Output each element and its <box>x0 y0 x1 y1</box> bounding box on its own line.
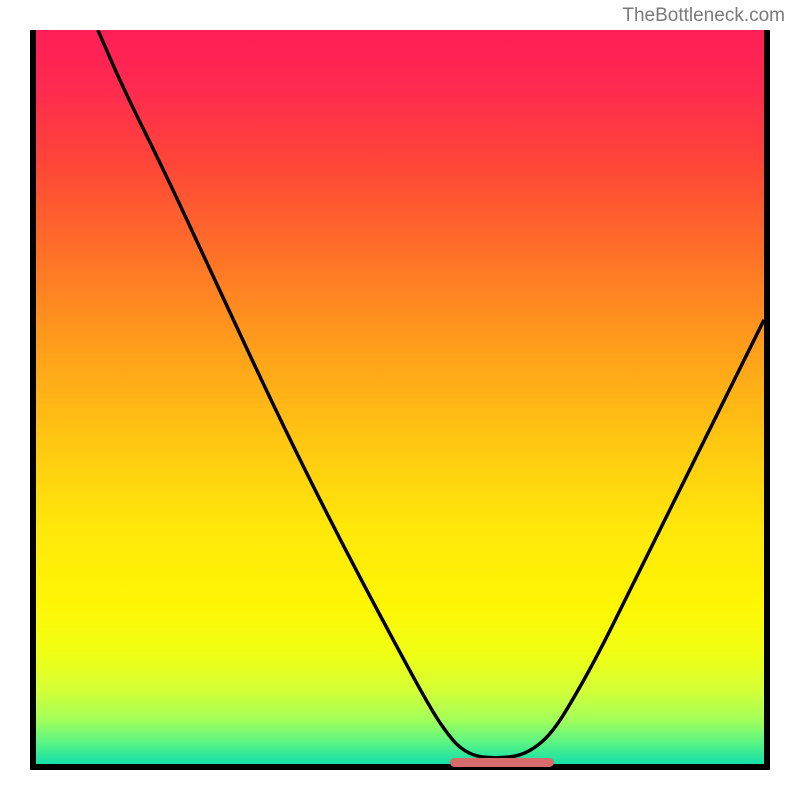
attribution-text: TheBottleneck.com <box>622 5 785 27</box>
chart-container: TheBottleneck.com <box>0 0 800 800</box>
gradient-background <box>36 30 764 764</box>
chart-area <box>30 30 770 770</box>
optimal-range-marker <box>450 758 554 767</box>
